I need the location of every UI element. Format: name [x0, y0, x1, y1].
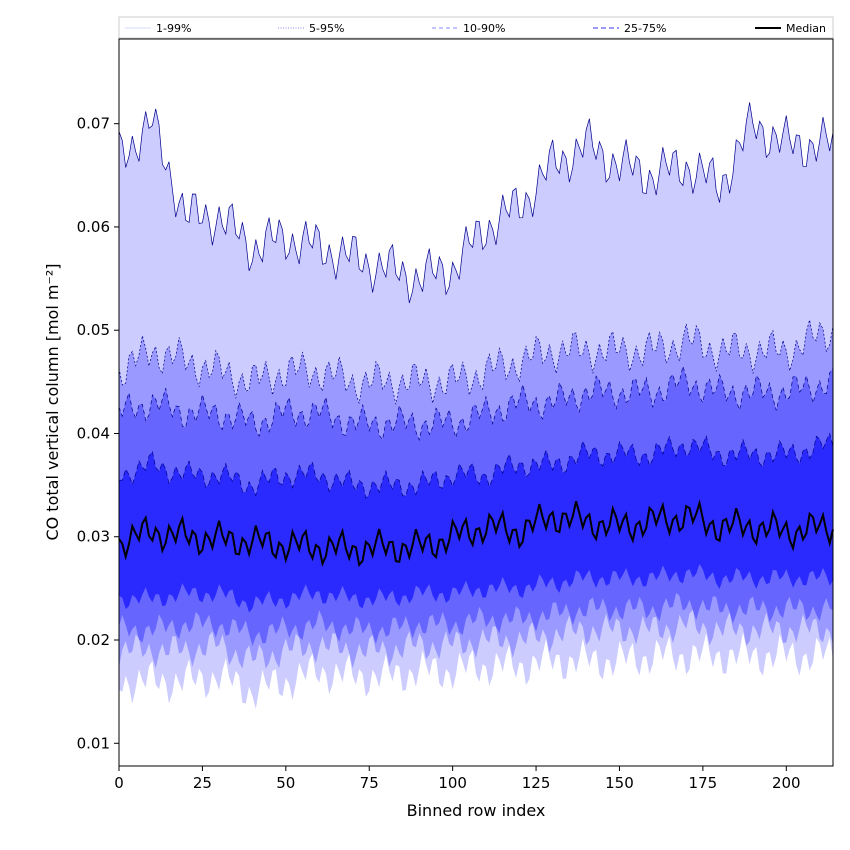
legend-box: [118, 16, 834, 39]
x-axis-label: Binned row index: [407, 801, 546, 820]
legend-label: 10-90%: [463, 22, 505, 35]
band-25-75-area: [119, 433, 833, 613]
y-tick-label: 0.01: [77, 734, 110, 752]
percentile-bands: [118, 102, 834, 709]
y-tick-label: 0.07: [77, 115, 110, 133]
x-tick-label: 175: [689, 774, 718, 792]
x-axis: 0 25 50 75 100 125 150 175 200: [114, 766, 801, 792]
plot-frame: [118, 38, 834, 767]
legend-label: 5-95%: [309, 22, 344, 35]
band-10-90-upper-edge: [118, 364, 834, 442]
y-tick-label: 0.05: [77, 321, 110, 339]
y-axis-label: CO total vertical column [mol m⁻²]: [43, 263, 62, 540]
x-tick-label: 75: [360, 774, 379, 792]
band-5-95-upper-edge: [118, 319, 834, 405]
legend-label: 1-99%: [156, 22, 191, 35]
x-tick-label: 150: [605, 774, 634, 792]
band-1-99-upper-edge: [118, 102, 834, 304]
x-tick-label: 25: [193, 774, 212, 792]
x-tick-label: 0: [114, 774, 124, 792]
x-tick-label: 200: [772, 774, 801, 792]
band-25-75-upper-edge: [118, 432, 834, 499]
x-tick-label: 50: [276, 774, 295, 792]
x-tick-label: 125: [522, 774, 551, 792]
median-line: [118, 499, 834, 568]
x-tick-label: 100: [438, 774, 467, 792]
y-tick-label: 0.02: [77, 631, 110, 649]
y-axis: 0.01 0.02 0.03 0.04 0.05 0.06 0.07: [77, 115, 119, 752]
y-tick-label: 0.03: [77, 528, 110, 546]
y-tick-label: 0.04: [77, 424, 110, 442]
median-layer: [118, 499, 834, 568]
legend: 1-99% 5-95% 10-90% 25-75% Median: [118, 16, 834, 39]
legend-label: 25-75%: [624, 22, 666, 35]
y-tick-label: 0.06: [77, 218, 110, 236]
legend-label: Median: [786, 22, 826, 35]
